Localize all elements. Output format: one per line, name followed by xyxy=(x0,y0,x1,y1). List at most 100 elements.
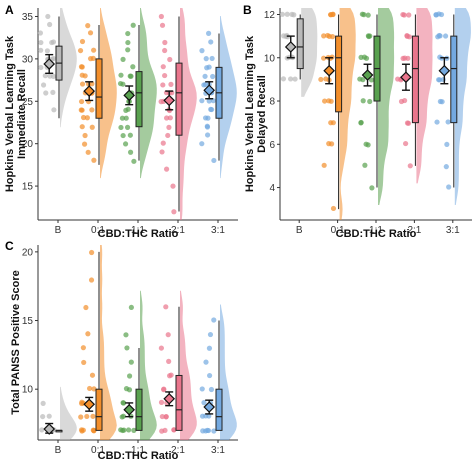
data-point xyxy=(358,120,364,126)
data-point xyxy=(445,119,451,125)
data-point xyxy=(367,98,373,105)
density-cloud xyxy=(180,290,197,440)
data-point xyxy=(292,76,298,82)
x-tick-label: B xyxy=(55,225,62,236)
data-point xyxy=(363,55,370,61)
data-point xyxy=(91,47,97,53)
data-point xyxy=(330,120,336,126)
x-tick-label: 0:1 xyxy=(331,225,345,236)
density-cloud xyxy=(60,386,77,440)
data-point xyxy=(43,90,49,96)
data-point xyxy=(82,73,88,79)
panel-b: B 4 6 8 10 12 B 0:1 1:1 2:1 3:1 CBD:THC Ratio Hopkin… xyxy=(243,3,472,240)
data-point xyxy=(78,98,85,105)
data-point xyxy=(368,77,375,83)
box xyxy=(215,388,223,431)
group-0-1 xyxy=(78,245,117,440)
data-point xyxy=(211,317,217,323)
data-point xyxy=(120,56,126,62)
data-point xyxy=(208,39,214,45)
data-point xyxy=(118,72,124,78)
data-point xyxy=(120,132,126,139)
y-axis-title: Total PANSS Positive Score xyxy=(10,270,22,414)
y-tick-label: 10 xyxy=(264,53,276,64)
mean-diamond xyxy=(203,401,216,413)
data-point xyxy=(206,372,213,379)
data-point xyxy=(321,33,327,39)
density-cloud xyxy=(100,245,117,440)
data-point xyxy=(166,373,173,379)
x-tick-label: B xyxy=(55,445,62,456)
data-point xyxy=(119,115,126,121)
data-point xyxy=(127,132,133,138)
data-point xyxy=(89,107,95,113)
group-B xyxy=(37,8,77,128)
data-point xyxy=(208,386,215,393)
x-tick-label: 3:1 xyxy=(211,225,225,236)
y-tick-label: 10 xyxy=(22,385,34,396)
y-tick-label: 15 xyxy=(22,316,34,327)
group-B xyxy=(279,8,318,97)
data-point xyxy=(89,249,95,256)
data-point xyxy=(170,183,176,189)
data-point xyxy=(122,141,129,147)
density-cloud xyxy=(220,304,237,440)
data-point xyxy=(87,385,93,392)
mean-diamond xyxy=(323,64,336,77)
box xyxy=(135,71,143,128)
data-point xyxy=(208,106,214,112)
data-point xyxy=(362,162,368,168)
density-cloud xyxy=(339,8,356,220)
data-point xyxy=(40,413,46,420)
data-point xyxy=(84,413,90,420)
data-point xyxy=(326,33,332,40)
data-point xyxy=(437,77,443,83)
data-point xyxy=(171,209,177,215)
data-point xyxy=(130,22,136,28)
data-point xyxy=(205,427,212,434)
mean-diamond xyxy=(284,41,297,53)
data-point xyxy=(128,73,134,79)
data-point xyxy=(85,331,91,337)
data-point xyxy=(407,163,413,169)
data-point xyxy=(165,132,171,139)
group-2-1 xyxy=(158,8,197,220)
data-point xyxy=(79,399,85,405)
data-point xyxy=(400,11,406,18)
data-point xyxy=(444,141,450,148)
data-point xyxy=(162,72,168,79)
data-point xyxy=(398,98,405,105)
x-axis-title: CBD:THC Ratio xyxy=(98,228,179,240)
y-axis-title: Immediate Recall xyxy=(16,69,28,159)
data-point xyxy=(125,106,131,112)
y-tick-label: 12 xyxy=(264,10,276,21)
data-point xyxy=(204,132,211,138)
box xyxy=(175,62,183,136)
data-point xyxy=(442,33,449,39)
data-point xyxy=(404,33,410,39)
data-point xyxy=(203,413,209,419)
data-point xyxy=(89,372,96,378)
data-point xyxy=(280,76,287,82)
data-point xyxy=(125,39,131,46)
data-point xyxy=(358,54,364,60)
data-point xyxy=(125,47,131,53)
data-point xyxy=(77,47,84,54)
data-point xyxy=(203,359,209,365)
data-point xyxy=(51,107,57,113)
data-point xyxy=(88,277,95,283)
data-point xyxy=(120,413,127,419)
data-point xyxy=(39,427,45,433)
data-point xyxy=(50,56,57,62)
box xyxy=(135,388,143,431)
box xyxy=(335,35,343,113)
y-axis-title: Delayed Recall xyxy=(256,75,268,153)
y-tick-label: 20 xyxy=(22,139,34,150)
data-point xyxy=(163,414,169,420)
data-point xyxy=(160,82,166,88)
data-point xyxy=(91,157,97,163)
data-point xyxy=(199,386,205,392)
box xyxy=(450,35,458,124)
data-point xyxy=(123,386,130,392)
